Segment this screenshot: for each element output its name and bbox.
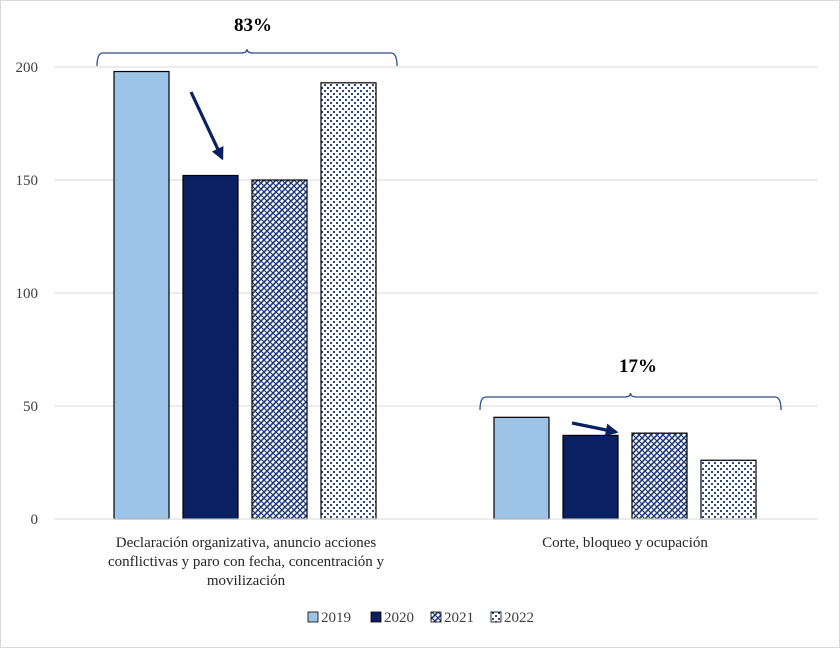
y-tick-label: 100 [16,286,39,302]
bar-2020-group-1 [182,174,239,520]
group-bracket [479,392,782,411]
bar-2020-group-2 [562,434,619,520]
bars [113,70,757,520]
x-category-label-line: conflictivas y paro con fecha, concentra… [108,554,385,570]
x-category-label: Corte, bloqueo y ocupación [542,535,708,551]
group-bracket [96,48,398,67]
percentage-label: 17% [619,356,657,377]
legend-swatch-2021 [430,611,442,623]
bar-2019-group-2 [493,416,550,520]
legend-label: 2022 [504,610,534,626]
y-tick-label: 150 [16,173,39,189]
arrow-2020 [571,421,619,437]
percentage-label: 83% [234,15,272,36]
bar-2021-group-1 [251,179,308,520]
bar-2022-group-2 [700,459,757,520]
annotations: 83% 17% [96,15,782,437]
x-axis: Declaración organizativa, anuncio accion… [54,518,818,589]
legend-swatch-2022 [490,611,502,623]
legend-swatch-2020 [370,611,382,623]
x-category-label: Declaración organizativa, anuncio accion… [108,535,385,589]
bar-2019-group-1 [113,70,170,520]
legend: 2019 2020 2021 2022 [307,610,534,626]
bar-2022-group-1 [320,82,377,520]
y-axis: 0 50 100 150 200 [16,60,39,528]
bar-2021-group-2 [631,432,688,520]
y-tick-label: 50 [23,399,38,415]
y-tick-label: 0 [31,512,39,528]
legend-label: 2021 [444,610,474,626]
legend-label: 2020 [384,610,414,626]
x-category-label-line: Declaración organizativa, anuncio accion… [116,535,377,551]
arrow-2020 [189,91,224,161]
x-category-label-line: Corte, bloqueo y ocupación [542,535,708,551]
x-category-label-line: movilización [207,573,286,589]
legend-label: 2019 [321,610,351,626]
legend-swatch-2019 [307,611,319,623]
y-tick-label: 200 [16,60,39,76]
